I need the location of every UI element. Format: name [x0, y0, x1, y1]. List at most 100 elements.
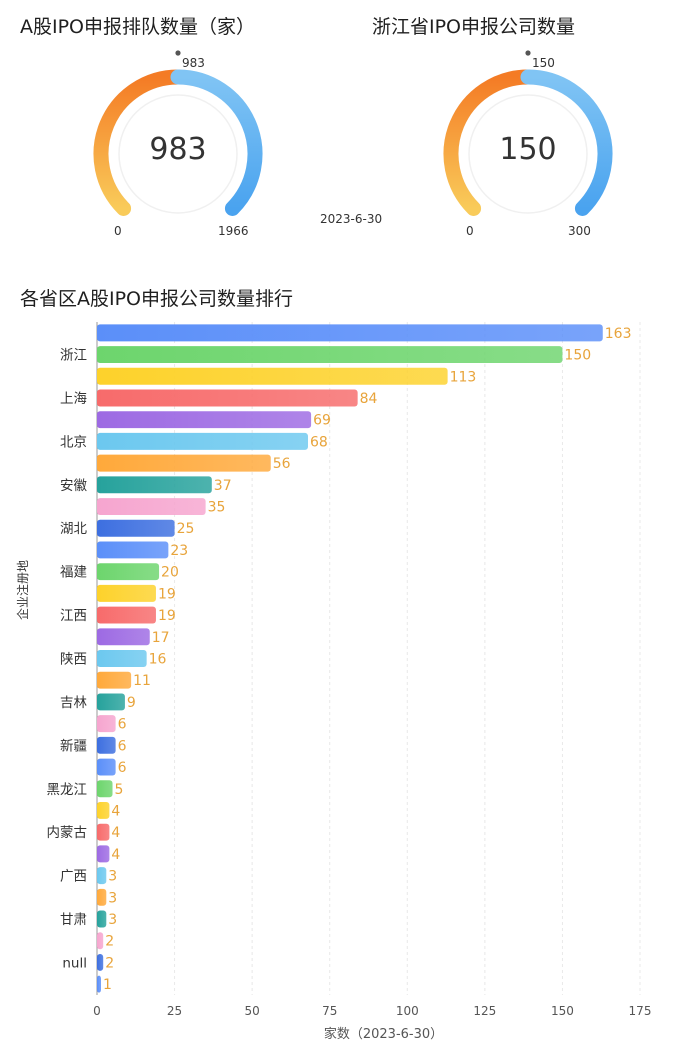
bar-value-label: 16	[149, 652, 167, 668]
gauge-2-max: 300	[568, 224, 591, 238]
bar	[97, 867, 106, 884]
gauge-1-min: 0	[114, 224, 122, 238]
y-category-label: 甘肃	[60, 912, 87, 928]
gauge-2-marker-dot	[525, 50, 530, 55]
bar	[97, 433, 308, 450]
bar-value-label: 19	[158, 608, 176, 624]
x-tick-label: 50	[245, 1004, 260, 1018]
y-category-label: 安徽	[60, 478, 87, 494]
bar-value-label: 5	[115, 782, 124, 798]
y-category-label: 北京	[60, 434, 87, 450]
gauge-1: 983 0 1966 983	[58, 46, 298, 256]
bar	[97, 845, 109, 862]
bar	[97, 455, 271, 472]
bar	[97, 541, 168, 558]
x-axis-title: 家数（2023-6-30）	[324, 1026, 443, 1042]
bar-value-label: 6	[118, 738, 127, 754]
bar-value-label: 69	[313, 413, 331, 429]
gauge-1-title: A股IPO申报排队数量（家）	[20, 12, 255, 39]
bar	[97, 650, 147, 667]
gauge-2-marker-label: 150	[532, 56, 555, 70]
bar	[97, 911, 106, 928]
bar-value-label: 3	[108, 912, 117, 928]
bar-value-label: 3	[108, 869, 117, 885]
bar-value-label: 2	[105, 934, 114, 950]
bar	[97, 737, 116, 754]
bar	[97, 889, 106, 906]
bar-value-label: 163	[605, 326, 632, 342]
x-tick-label: 25	[167, 1004, 182, 1018]
y-category-label: 上海	[60, 391, 87, 407]
bar	[97, 954, 103, 971]
y-category-label: 湖北	[60, 521, 87, 537]
bar	[97, 802, 109, 819]
bar	[97, 780, 113, 797]
bar-value-label: 20	[161, 565, 179, 581]
y-category-label: 内蒙古	[47, 825, 88, 841]
gauge-2: 150 0 300 150	[408, 46, 648, 256]
x-tick-label: 150	[551, 1004, 574, 1018]
bar	[97, 520, 175, 537]
x-tick-label: 0	[93, 1004, 101, 1018]
bar	[97, 607, 156, 624]
bar-value-label: 2	[105, 955, 114, 971]
bar	[97, 476, 212, 493]
bar-value-label: 19	[158, 586, 176, 602]
bar	[97, 585, 156, 602]
y-axis-title: 企业注册地	[14, 560, 31, 620]
gauge-1-max: 1966	[218, 224, 249, 238]
gauge-2-value: 150	[408, 132, 648, 167]
bar-value-label: 17	[152, 630, 170, 646]
x-tick-label: 125	[473, 1004, 496, 1018]
gauge-1-marker-dot	[175, 50, 180, 55]
bar-value-label: 3	[108, 890, 117, 906]
y-category-label: 吉林	[60, 695, 87, 711]
bar	[97, 411, 311, 428]
bar-value-label: 6	[118, 760, 127, 776]
bar	[97, 368, 448, 385]
bar	[97, 628, 150, 645]
gauge-2-min: 0	[466, 224, 474, 238]
y-category-label: 福建	[60, 565, 87, 581]
x-tick-label: 100	[396, 1004, 419, 1018]
bar	[97, 759, 116, 776]
bar-value-label: 11	[133, 673, 151, 689]
bar-value-label: 4	[111, 825, 120, 841]
bar-value-label: 25	[177, 521, 195, 537]
bar	[97, 715, 116, 732]
bar	[97, 824, 109, 841]
gauge-1-value: 983	[58, 132, 298, 167]
gauge-date: 2023-6-30	[320, 212, 382, 226]
bar-value-label: 35	[208, 500, 226, 516]
bar-value-label: 84	[360, 391, 378, 407]
bar	[97, 346, 562, 363]
bar-value-label: 9	[127, 695, 136, 711]
bar	[97, 693, 125, 710]
gauge-2-title: 浙江省IPO申报公司数量	[372, 12, 575, 39]
bar-chart-title: 各省区A股IPO申报公司数量排行	[20, 284, 293, 311]
bar	[97, 390, 358, 407]
bar-value-label: 1	[103, 977, 112, 993]
y-category-label: 新疆	[60, 738, 87, 754]
bar-value-label: 23	[170, 543, 188, 559]
gauge-1-marker-label: 983	[182, 56, 205, 70]
bar-chart: 0 25 50 75 100 125 150 175家数（2023-6-30）163150浙江…	[0, 312, 700, 1055]
bar	[97, 563, 159, 580]
bar	[97, 976, 101, 993]
y-category-label: 浙江	[60, 348, 87, 364]
bar	[97, 932, 103, 949]
bar-value-label: 4	[111, 847, 120, 863]
bar-value-label: 56	[273, 456, 291, 472]
y-category-label: null	[62, 955, 87, 971]
y-category-label: 江西	[60, 608, 87, 624]
bar-value-label: 6	[118, 717, 127, 733]
y-category-label: 黑龙江	[47, 782, 88, 798]
bar-value-label: 4	[111, 803, 120, 819]
y-category-label: 陕西	[60, 652, 87, 668]
bar-value-label: 68	[310, 434, 328, 450]
bar-value-label: 113	[450, 369, 477, 385]
x-tick-label: 75	[322, 1004, 337, 1018]
bar	[97, 672, 131, 689]
y-category-label: 广西	[60, 869, 87, 885]
bar	[97, 498, 206, 515]
